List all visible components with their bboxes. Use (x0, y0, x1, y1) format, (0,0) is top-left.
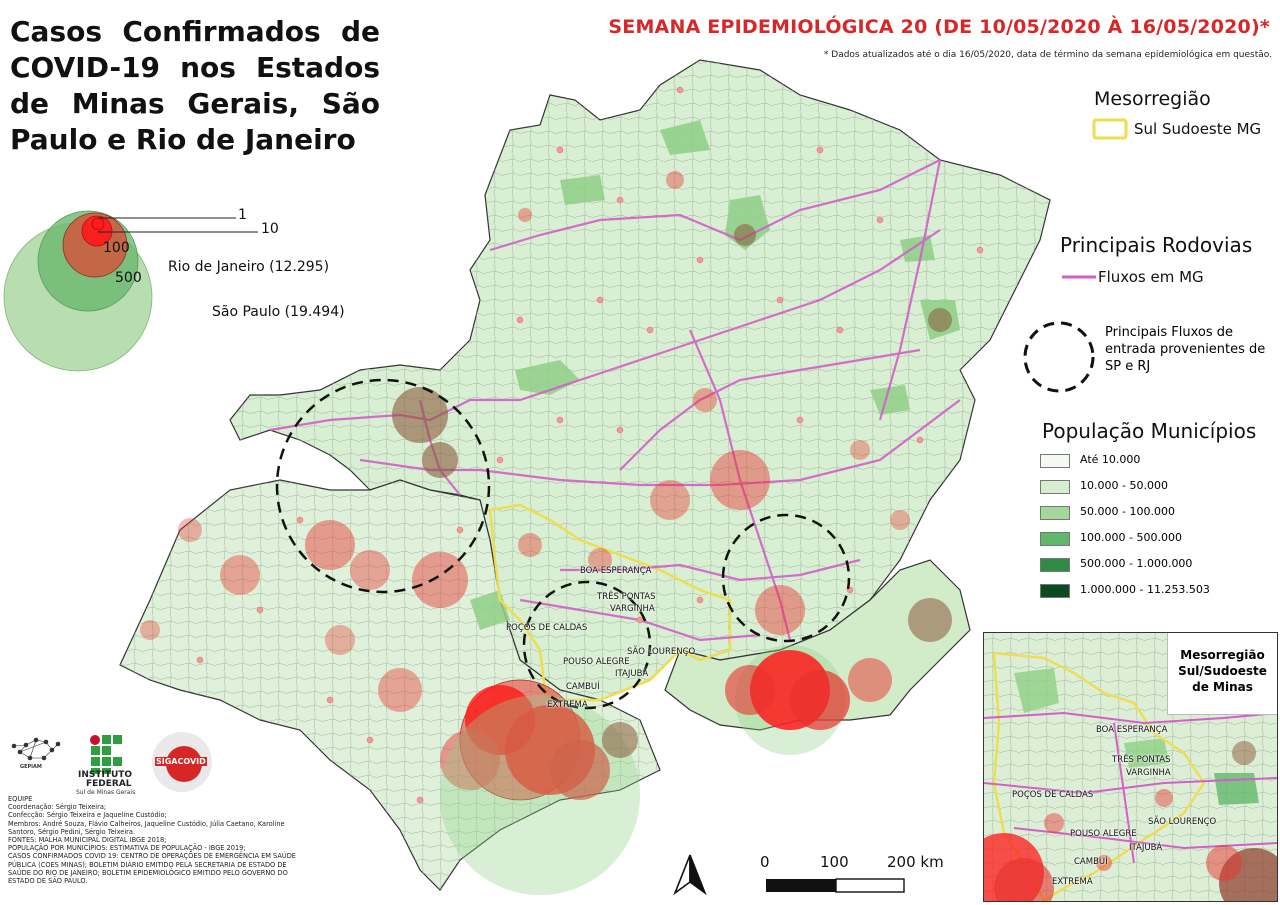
instituto-federal-logo (90, 735, 122, 774)
inset-map: Mesorregião Sul/Sudoeste de Minas BOA ES… (983, 632, 1278, 902)
fluxos-label: Principais Fluxos de entrada proveniente… (1105, 325, 1266, 374)
bubble-value-1: 1 (238, 207, 247, 223)
city-label-boa-esperanca: BOA ESPERANÇA (580, 566, 652, 576)
pop-swatch (1040, 454, 1070, 468)
flow-circles (275, 378, 851, 710)
campus-text: Sul de Minas Gerais (76, 789, 136, 796)
rodovias-item: Fluxos em MG (1098, 268, 1204, 286)
city-label-cambui: CAMBUÍ (566, 682, 600, 692)
inset-label-cambui: CAMBUÍ (1074, 857, 1108, 867)
credits-line: Coordenação: Sérgio Teixeira; (8, 803, 107, 812)
bubble-value-100: 100 (103, 240, 130, 256)
map-title: Casos Confirmados de COVID-19 nos Estado… (10, 15, 380, 156)
rodovias-heading: Principais Rodovias (1060, 233, 1253, 257)
data-update-note: * Dados atualizados até o dia 16/05/2020… (823, 50, 1272, 60)
bubble-rio-label: Rio de Janeiro (12.295) (168, 259, 330, 275)
scale-label-200: 200 km (887, 853, 944, 871)
small-case-dots (196, 86, 984, 804)
pop-class-label: 500.000 - 1.000.000 (1080, 557, 1193, 570)
bubble-sp-label: São Paulo (19.494) (212, 304, 345, 320)
credits-line: CASOS CONFIRMADOS COVID 19: CENTRO DE OP… (8, 852, 296, 886)
city-label-extrema: EXTREMA (547, 700, 588, 710)
populacao-heading: População Municípios (1042, 419, 1257, 443)
pop-swatch (1040, 506, 1070, 520)
scale-label-0: 0 (760, 853, 770, 871)
credits-line: POPULAÇÃO POR MUNICÍPIOS: ESTIMATIVA DE … (8, 844, 246, 853)
inset-label-boa-esperanca: BOA ESPERANÇA (1096, 725, 1168, 735)
pop-swatch (1040, 558, 1070, 572)
pop-class-label: 100.000 - 500.000 (1080, 531, 1182, 544)
gepiam-text: GEPIAM (20, 764, 42, 770)
city-label-varginha: VARGINHA (610, 604, 655, 614)
north-arrow-icon (673, 854, 707, 896)
inset-label-extrema: EXTREMA (1052, 877, 1093, 887)
city-label-pocos-de-caldas: POÇOS DE CALDAS (506, 623, 588, 633)
credits-line: FONTES: MALHA MUNICIPAL DIGITAL IBGE 201… (8, 836, 167, 845)
city-label-sao-lourenco: SÃO LOURENÇO (627, 647, 696, 657)
scale-bar (766, 878, 905, 893)
case-bubbles (140, 171, 952, 895)
inset-label-itajuba: ITAJUBÁ (1129, 843, 1163, 853)
inset-label-varginha: VARGINHA (1126, 768, 1171, 778)
inset-label-tres-pontas: TRÊS PONTAS (1112, 755, 1171, 765)
mesorregiao-outline (488, 503, 732, 702)
credits-line: Confecção: Sérgio Teixeira e Jaqueline C… (8, 811, 167, 820)
epidemiological-week-title: SEMANA EPIDEMIOLÓGICA 20 (DE 10/05/2020 … (608, 16, 1270, 38)
mesorregiao-item: Sul Sudoeste MG (1134, 120, 1262, 138)
flow-circle-swatch (1023, 321, 1095, 393)
inset-label-pocos-de-caldas: POÇOS DE CALDAS (1012, 790, 1094, 800)
pop-class-label: Até 10.000 (1080, 453, 1141, 466)
mesorregiao-swatch (1092, 118, 1128, 140)
mesorregiao-heading: Mesorregião (1094, 88, 1211, 110)
pop-swatch (1040, 480, 1070, 494)
gepiam-logo (11, 737, 61, 761)
sigacovid-text: SIGACOVID (155, 757, 207, 766)
pop-class-label: 50.000 - 100.000 (1080, 505, 1175, 518)
inset-label-sao-lourenco: SÃO LOURENÇO (1148, 817, 1217, 827)
city-label-pouso-alegre: POUSO ALEGRE (563, 657, 630, 667)
inset-title: Mesorregião Sul/Sudoeste de Minas (1167, 633, 1277, 715)
inset-label-pouso-alegre: POUSO ALEGRE (1070, 829, 1137, 839)
bubble-value-500: 500 (115, 270, 142, 286)
credits-block: EQUIPE Coordenação: Sérgio Teixeira; Con… (8, 795, 308, 885)
city-label-itajuba: ITAJUBÁ (615, 669, 649, 679)
pop-swatch (1040, 532, 1070, 546)
pop-swatch (1040, 584, 1070, 598)
bubble-size-legend (3, 210, 258, 372)
scale-label-100: 100 (820, 853, 849, 871)
credits-line: EQUIPE (8, 795, 33, 803)
city-label-tres-pontas: TRÊS PONTAS (597, 592, 656, 602)
federal-text: FEDERAL (86, 779, 132, 789)
bubble-value-10: 10 (261, 221, 279, 237)
credits-line: Membros: André Souza, Flávio Calheiros, … (8, 819, 285, 836)
pop-class-label: 1.000.000 - 11.253.503 (1080, 583, 1210, 596)
instituto-text: INSTITUTO (78, 770, 133, 780)
pop-class-label: 10.000 - 50.000 (1080, 479, 1168, 492)
